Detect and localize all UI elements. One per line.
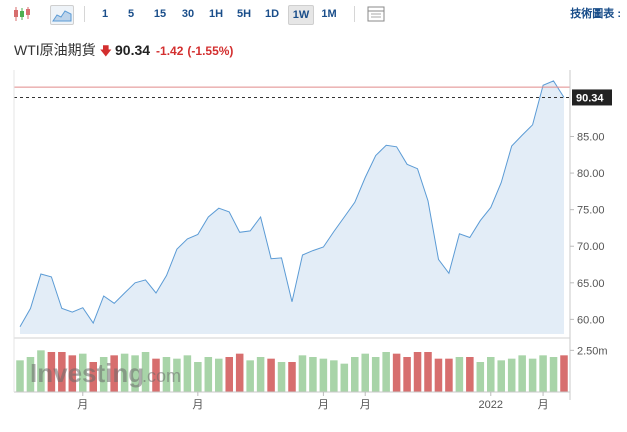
table-view-icon[interactable]	[366, 5, 386, 23]
volume-bar	[455, 357, 464, 392]
current-price-tag-bg	[572, 89, 612, 106]
ytick-label: 60.00	[577, 314, 605, 326]
volume-bar	[487, 357, 495, 392]
volume-bar	[424, 352, 432, 392]
volume-bar	[173, 358, 181, 392]
interval-1h-button[interactable]: 1H	[208, 8, 224, 20]
volume-bar	[79, 353, 87, 392]
volume-bar	[560, 355, 568, 392]
volume-bar	[277, 362, 286, 392]
volume-bar	[215, 358, 223, 392]
interval-1m-button[interactable]: 1M	[321, 8, 337, 20]
volume-bar	[256, 357, 265, 392]
ytick-label: 65.00	[577, 278, 605, 290]
xtick-label: 月	[538, 399, 549, 411]
interval-15-button[interactable]: 15	[153, 8, 167, 20]
price-change: -1.42	[156, 44, 184, 58]
interval-1d-button[interactable]: 1D	[264, 8, 280, 20]
ytick-label: 80.00	[577, 168, 605, 180]
volume-bar	[518, 355, 526, 392]
volume-bar	[330, 360, 338, 392]
volume-bar	[235, 353, 244, 392]
volume-bar	[99, 357, 108, 392]
last-price: 90.34	[115, 42, 151, 58]
volume-bar	[298, 355, 307, 392]
interval-5-button[interactable]: 5	[127, 8, 135, 20]
volume-bar	[58, 352, 66, 392]
quote-header: WTI原油期貨 🡇 90.34 -1.42 (-1.55%)	[14, 40, 233, 60]
interval-30-button[interactable]: 30	[181, 8, 195, 20]
volume-bar	[466, 357, 474, 392]
xtick-label: 月	[192, 399, 203, 411]
watermark-investing: Investing	[30, 358, 144, 388]
volume-bar	[392, 353, 401, 392]
volume-bar	[26, 357, 35, 392]
volume-bar	[183, 355, 192, 392]
volume-bar	[120, 353, 129, 392]
volume-bar	[246, 360, 254, 392]
volume-bar	[507, 358, 516, 392]
volume-bar	[47, 352, 56, 392]
volume-bar	[141, 352, 150, 392]
watermark-com: .com	[142, 366, 181, 386]
ytick-label: 70.00	[577, 241, 605, 253]
volume-bar	[497, 360, 505, 392]
current-price-tag-label: 90.34	[576, 92, 604, 104]
price-chart[interactable]: 90.34 60.00 65.00 70.00 75.00 80.00 85.00 2.50m…	[0, 70, 627, 432]
toolbar-separator	[84, 6, 85, 22]
volume-bar	[37, 350, 45, 392]
volume-bar	[403, 357, 411, 392]
volume-bar	[309, 357, 317, 392]
current-price-tag: 90.34	[572, 89, 612, 106]
toolbar-separator	[354, 6, 355, 22]
volume-bar	[549, 357, 558, 392]
technical-chart-link[interactable]: 技術圖表 :	[570, 8, 621, 20]
price-line	[19, 80, 565, 327]
ytick-label: 75.00	[577, 205, 605, 217]
volume-bar	[267, 358, 275, 392]
volume-bar	[361, 353, 369, 392]
price-area-layer	[14, 80, 570, 335]
volume-bar	[528, 358, 537, 392]
volume-bars-layer	[16, 350, 568, 392]
volume-bar	[445, 358, 453, 392]
volume-bar	[68, 355, 77, 392]
volume-bar	[382, 352, 390, 392]
volume-bar	[434, 358, 443, 392]
price-area-fill	[20, 80, 564, 335]
volume-axis-label: 2.50m	[577, 345, 608, 357]
xtick-label: 月	[360, 399, 371, 411]
volume-bar	[371, 357, 380, 392]
volume-bar	[194, 362, 202, 392]
volume-bar	[16, 360, 24, 392]
volume-bar	[131, 355, 139, 392]
volume-bar	[319, 358, 328, 392]
volume-bar	[288, 362, 296, 392]
volume-bar	[162, 357, 171, 392]
xtick-label: 月	[318, 399, 329, 411]
price-change-percent: (-1.55%)	[187, 44, 234, 58]
volume-bar	[476, 362, 485, 392]
axes-layer: 90.34 60.00 65.00 70.00 75.00 80.00 85.00 2.50m…	[13, 70, 612, 411]
area-chart-icon[interactable]	[50, 5, 74, 25]
xtick-label: 月	[77, 399, 88, 411]
down-arrow-icon: 🡇	[99, 44, 112, 58]
volume-bar	[340, 363, 349, 392]
ytick-label: 85.00	[577, 132, 605, 144]
volume-bar	[351, 357, 359, 392]
volume-bar	[225, 357, 233, 392]
interval-1w-button[interactable]: 1W	[288, 5, 314, 25]
interval-1-button[interactable]: 1	[101, 8, 109, 20]
volume-bar	[89, 362, 97, 392]
xtick-label: 2022	[479, 399, 503, 411]
volume-bar	[110, 355, 118, 392]
interval-5h-button[interactable]: 5H	[236, 8, 252, 20]
chart-toolbar: 1 5 15 30 1H 5H 1D 1W 1M 技術圖表 :	[0, 0, 627, 28]
volume-bar	[539, 355, 547, 392]
volume-bar	[152, 358, 160, 392]
instrument-name: WTI原油期貨	[14, 42, 96, 58]
volume-bar	[413, 352, 422, 392]
volume-bar	[204, 357, 213, 392]
candlestick-icon[interactable]	[12, 5, 32, 23]
